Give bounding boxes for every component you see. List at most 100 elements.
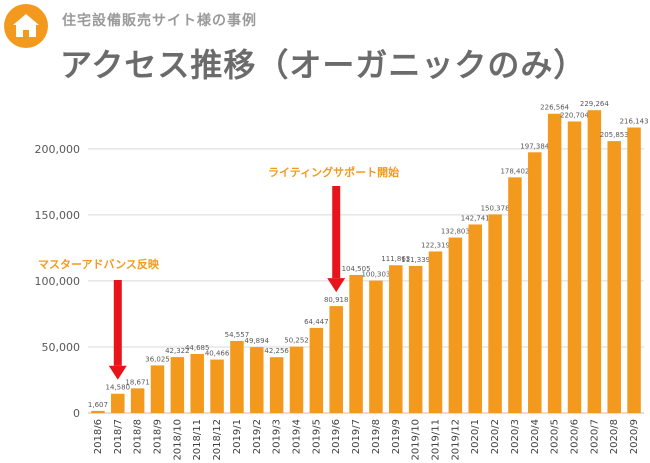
data-label: 80,918 bbox=[324, 296, 349, 304]
data-label: 49,894 bbox=[245, 337, 270, 345]
data-label: 18,671 bbox=[125, 378, 150, 386]
bar bbox=[250, 347, 264, 413]
data-label: 111,863 bbox=[381, 255, 410, 263]
x-tick-label: 2019/11 bbox=[431, 419, 442, 461]
data-label: 220,704 bbox=[560, 111, 589, 119]
data-label: 54,557 bbox=[225, 331, 250, 339]
x-tick-label: 2018/11 bbox=[192, 419, 203, 461]
x-tick-label: 2018/10 bbox=[172, 419, 183, 461]
x-tick-label: 2020/2 bbox=[490, 419, 501, 454]
x-tick-label: 2018/6 bbox=[93, 419, 104, 454]
x-tick-label: 2019/10 bbox=[411, 419, 422, 461]
data-label: 42,256 bbox=[264, 347, 289, 355]
bar bbox=[309, 327, 324, 413]
x-tick-label: 2020/6 bbox=[570, 419, 581, 454]
data-label: 42,322 bbox=[165, 347, 190, 355]
bar bbox=[587, 110, 602, 413]
data-label: 226,564 bbox=[540, 104, 569, 112]
x-tick-label: 2019/6 bbox=[331, 419, 342, 454]
x-tick-label: 2020/3 bbox=[510, 419, 521, 454]
y-tick-label: 0 bbox=[73, 407, 80, 420]
data-label: 104,505 bbox=[342, 265, 371, 273]
x-tick-label: 2020/1 bbox=[470, 419, 481, 454]
x-tick-label: 2018/12 bbox=[212, 419, 223, 461]
annotation-master-advance: マスターアドバンス反映 bbox=[38, 258, 159, 271]
bar bbox=[567, 121, 582, 413]
bar bbox=[448, 237, 463, 413]
x-tick-label: 2019/1 bbox=[232, 419, 243, 454]
annotation-arrow-head bbox=[327, 278, 346, 293]
data-label: 142,741 bbox=[461, 214, 490, 222]
bar bbox=[547, 113, 562, 414]
bar bbox=[91, 410, 105, 413]
bar bbox=[289, 346, 304, 413]
x-tick-label: 2019/2 bbox=[252, 419, 263, 454]
bar bbox=[528, 152, 542, 413]
bar bbox=[488, 214, 502, 413]
y-tick-label: 50,000 bbox=[42, 341, 81, 354]
bar bbox=[627, 127, 641, 414]
bar bbox=[349, 274, 363, 413]
x-tick-label: 2018/8 bbox=[133, 419, 144, 454]
subtitle: 住宅設備販売サイト様の事例 bbox=[62, 13, 257, 29]
bar bbox=[607, 141, 621, 414]
y-tick-label: 200,000 bbox=[35, 143, 81, 156]
x-tick-label: 2019/7 bbox=[351, 419, 362, 454]
bar bbox=[329, 306, 343, 413]
page-title: アクセス推移（オーガニックのみ） bbox=[60, 46, 587, 84]
bar bbox=[111, 393, 125, 413]
data-label: 14,580 bbox=[106, 384, 131, 392]
home-icon bbox=[13, 14, 39, 37]
data-label: 205,853 bbox=[600, 131, 629, 139]
data-label: 50,252 bbox=[284, 337, 309, 345]
annotation-writing-support: ライティングサポート開始 bbox=[268, 166, 400, 179]
x-tick-label: 2020/7 bbox=[589, 419, 600, 454]
data-label: 64,447 bbox=[304, 318, 329, 326]
x-tick-label: 2019/8 bbox=[371, 419, 382, 454]
data-label: 1,607 bbox=[88, 401, 108, 409]
y-tick-label: 100,000 bbox=[35, 275, 81, 288]
x-tick-label: 2019/9 bbox=[391, 419, 402, 454]
data-label: 122,319 bbox=[421, 241, 450, 249]
bar bbox=[130, 388, 145, 413]
bar bbox=[389, 265, 403, 413]
x-tick-label: 2018/9 bbox=[153, 419, 164, 454]
bar bbox=[408, 265, 423, 413]
data-label: 150,378 bbox=[481, 204, 510, 212]
x-tick-label: 2020/4 bbox=[530, 419, 541, 454]
bar bbox=[269, 357, 284, 413]
data-label: 197,384 bbox=[520, 142, 549, 150]
data-label: 44,685 bbox=[185, 344, 210, 352]
bar bbox=[230, 340, 244, 413]
home-badge bbox=[4, 4, 48, 48]
bar bbox=[150, 365, 165, 413]
x-tick-label: 2020/9 bbox=[629, 419, 640, 454]
x-tick-label: 2019/12 bbox=[450, 419, 461, 461]
bar bbox=[428, 251, 443, 413]
x-tick-label: 2019/3 bbox=[272, 419, 283, 454]
x-tick-label: 2020/8 bbox=[609, 419, 620, 454]
x-tick-label: 2020/5 bbox=[550, 419, 561, 454]
bar bbox=[190, 353, 204, 413]
data-label: 100,303 bbox=[361, 271, 390, 279]
x-tick-label: 2018/7 bbox=[113, 419, 124, 454]
y-tick-label: 150,000 bbox=[35, 209, 81, 222]
data-label: 40,466 bbox=[205, 350, 230, 358]
bar bbox=[508, 177, 522, 413]
x-tick-label: 2019/4 bbox=[292, 419, 303, 454]
bar bbox=[210, 359, 224, 413]
bar bbox=[468, 224, 482, 413]
bar bbox=[170, 357, 185, 413]
data-label: 216,143 bbox=[620, 118, 649, 126]
data-label: 111,339 bbox=[401, 256, 430, 264]
x-tick-label: 2019/5 bbox=[311, 419, 322, 454]
data-label: 178,402 bbox=[500, 167, 529, 175]
data-label: 229,264 bbox=[580, 100, 609, 108]
annotation-arrow-shaft bbox=[113, 280, 122, 366]
annotation-arrow-shaft bbox=[332, 186, 341, 279]
annotation-arrow-head bbox=[108, 365, 127, 380]
data-label: 132,803 bbox=[441, 228, 470, 236]
bar bbox=[369, 280, 383, 413]
data-label: 36,025 bbox=[145, 355, 170, 363]
